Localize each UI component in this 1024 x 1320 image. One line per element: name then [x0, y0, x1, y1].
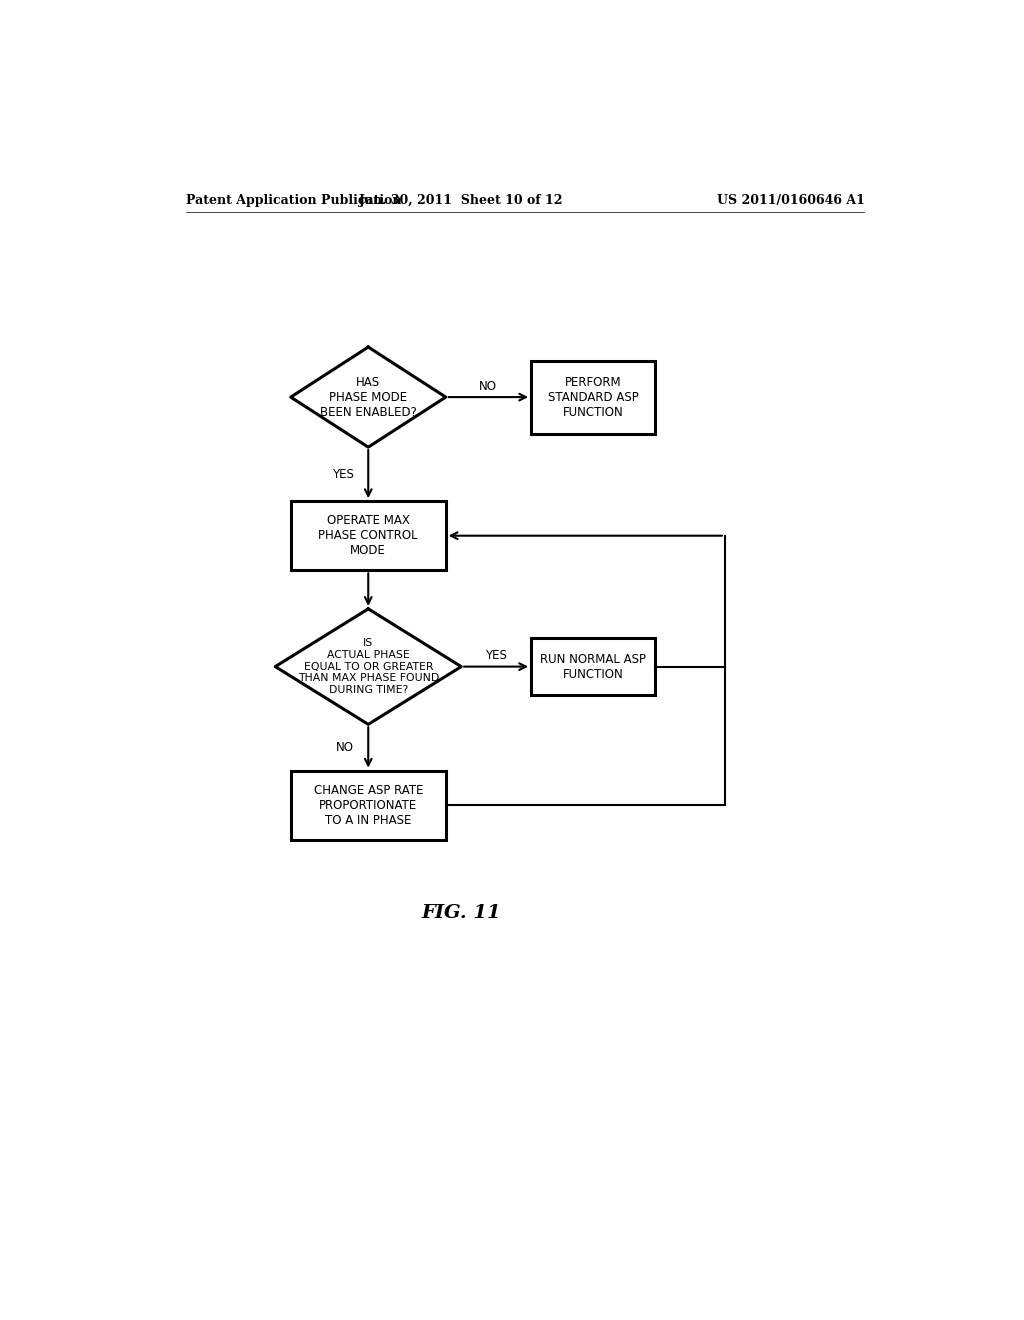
Text: OPERATE MAX
PHASE CONTROL
MODE: OPERATE MAX PHASE CONTROL MODE [318, 515, 418, 557]
Text: YES: YES [333, 467, 354, 480]
Text: IS
ACTUAL PHASE
EQUAL TO OR GREATER
THAN MAX PHASE FOUND
DURING TIME?: IS ACTUAL PHASE EQUAL TO OR GREATER THAN… [298, 639, 439, 694]
Text: HAS
PHASE MODE
BEEN ENABLED?: HAS PHASE MODE BEEN ENABLED? [319, 376, 417, 418]
Text: PERFORM
STANDARD ASP
FUNCTION: PERFORM STANDARD ASP FUNCTION [548, 376, 638, 418]
Text: FIG. 11: FIG. 11 [422, 904, 501, 921]
Text: US 2011/0160646 A1: US 2011/0160646 A1 [717, 194, 865, 207]
Bar [531, 360, 655, 434]
Bar [531, 638, 655, 696]
Text: CHANGE ASP RATE
PROPORTIONATE
TO A IN PHASE: CHANGE ASP RATE PROPORTIONATE TO A IN PH… [313, 784, 423, 826]
Text: RUN NORMAL ASP
FUNCTION: RUN NORMAL ASP FUNCTION [540, 652, 646, 681]
Text: Jun. 30, 2011  Sheet 10 of 12: Jun. 30, 2011 Sheet 10 of 12 [359, 194, 563, 207]
Text: YES: YES [485, 649, 507, 663]
Text: NO: NO [336, 741, 354, 754]
Bar [291, 771, 445, 840]
Text: NO: NO [479, 380, 498, 393]
Text: Patent Application Publication: Patent Application Publication [186, 194, 401, 207]
Bar [291, 502, 445, 570]
